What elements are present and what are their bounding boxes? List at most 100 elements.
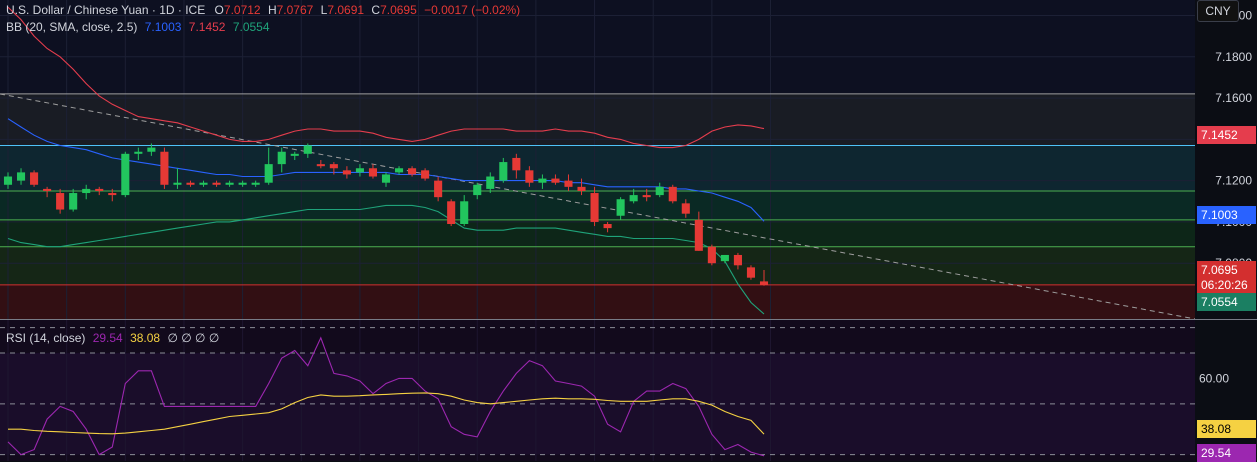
bb-basis-value: 7.1003 <box>144 20 182 34</box>
candle-body <box>525 170 534 183</box>
candle-body <box>69 193 78 210</box>
candle-body <box>473 184 482 196</box>
candle-body <box>538 178 547 183</box>
price-zone-4 <box>0 246 1195 285</box>
candle-body <box>303 145 312 154</box>
bb-upper-value: 7.1452 <box>188 20 226 34</box>
candle-body <box>160 151 169 185</box>
price-zone-3 <box>0 219 1195 247</box>
candle-body <box>56 193 65 210</box>
candle-body <box>251 182 260 185</box>
bb-lower-value: 7.0554 <box>232 20 270 34</box>
candle-body <box>95 188 104 191</box>
close-value: 7.0695 <box>380 3 417 17</box>
open-label: O <box>214 3 224 17</box>
rsi-ma-value: 38.08 <box>130 331 161 345</box>
candle-body <box>577 186 586 191</box>
candle-body <box>421 170 430 179</box>
candle-body <box>43 188 52 191</box>
rsi-extra-values: ∅ ∅ ∅ ∅ <box>167 331 220 345</box>
candle-body <box>173 182 182 185</box>
candle-body <box>3 176 13 185</box>
rsi-pane[interactable]: 60.0040.00 <box>0 320 1257 461</box>
candle-body <box>642 195 651 198</box>
bb-upper-line <box>7 6 765 149</box>
candle-body <box>199 182 208 185</box>
candle-body <box>108 193 117 196</box>
candle-body <box>408 168 417 175</box>
candle-body <box>394 168 404 173</box>
candle-body <box>655 186 664 196</box>
candle-body <box>355 168 364 173</box>
candle-body <box>603 224 612 229</box>
rsi-tick-label: 60.00 <box>1199 371 1229 385</box>
candle-body <box>434 180 443 198</box>
candle-body <box>290 153 299 156</box>
candle-body <box>486 176 495 189</box>
high-label: H <box>267 3 277 17</box>
open-value: 7.0712 <box>223 3 261 17</box>
candle-body <box>121 153 130 196</box>
candle-body <box>551 178 560 183</box>
candle-body <box>447 201 456 224</box>
price-tick-label: 7.1800 <box>1215 50 1252 64</box>
price-tick-label: 7.1600 <box>1215 91 1252 105</box>
candle-body <box>733 254 742 266</box>
candle-body <box>616 199 625 216</box>
candle-body <box>277 151 286 165</box>
candle-body <box>225 182 234 185</box>
rsi-ma-line <box>8 392 765 435</box>
candle-body <box>342 170 351 175</box>
candle-body <box>720 254 729 262</box>
symbol-title: U.S. Dollar / Chinese Yuan · 1D · ICE <box>6 3 206 17</box>
candle-body <box>564 180 573 187</box>
candle-body <box>329 164 338 169</box>
price-zone-0 <box>0 93 1195 146</box>
candle-body <box>381 174 391 183</box>
high-value: 7.0767 <box>276 3 314 17</box>
candle-body <box>147 147 156 152</box>
price-tick-label: 7.1200 <box>1215 174 1252 188</box>
price-legend: U.S. Dollar / Chinese Yuan · 1D · ICE O7… <box>6 3 520 17</box>
close-price-tag: 7.0695 <box>1197 261 1256 279</box>
price-zone-1 <box>0 145 1195 191</box>
countdown-tag: 06:20:26 <box>1197 276 1256 294</box>
candle-body <box>82 188 91 194</box>
rsi-legend[interactable]: RSI (14, close) 29.54 38.08 ∅ ∅ ∅ ∅ <box>6 331 219 345</box>
candle-body <box>629 195 638 202</box>
close-label: C <box>371 3 381 17</box>
candle-body <box>134 151 143 154</box>
bb-upper-tag: 7.1452 <box>1197 126 1256 144</box>
rsi-value: 29.54 <box>92 331 123 345</box>
bb-label: BB (20, SMA, close, 2.5) <box>6 20 138 34</box>
candle-body <box>681 203 690 214</box>
candle-body <box>460 201 469 224</box>
bb-lower-tag: 7.0554 <box>1197 293 1256 311</box>
candle-body <box>512 157 521 171</box>
candle-body <box>30 172 39 185</box>
candle-body <box>212 182 221 185</box>
rsi-tag: 29.54 <box>1197 444 1256 462</box>
candle-body <box>590 193 599 222</box>
rsi-label: RSI (14, close) <box>6 331 86 345</box>
price-zone-5 <box>0 284 1195 320</box>
trendline <box>0 93 1196 320</box>
currency-button[interactable]: CNY <box>1197 0 1239 22</box>
candle-body <box>707 246 716 264</box>
candle-body <box>186 182 195 185</box>
rsi-ma-tag: 38.08 <box>1197 420 1256 438</box>
change-value: −0.0017 (−0.02%) <box>424 3 521 17</box>
rsi-line <box>7 336 765 457</box>
rsi-axis-bg <box>1195 320 1257 461</box>
candle-body <box>694 219 703 251</box>
bb-legend[interactable]: BB (20, SMA, close, 2.5) 7.1003 7.1452 7… <box>6 20 270 34</box>
bb-basis-tag: 7.1003 <box>1197 206 1256 224</box>
price-pane[interactable]: 7.20007.18007.16007.14007.12007.10007.08… <box>0 0 1257 320</box>
candle-body <box>368 168 378 177</box>
candle-body <box>238 182 247 185</box>
candle-body <box>499 162 508 181</box>
candle-body <box>316 164 325 167</box>
candle-body <box>746 267 756 278</box>
candle-body <box>759 281 769 285</box>
